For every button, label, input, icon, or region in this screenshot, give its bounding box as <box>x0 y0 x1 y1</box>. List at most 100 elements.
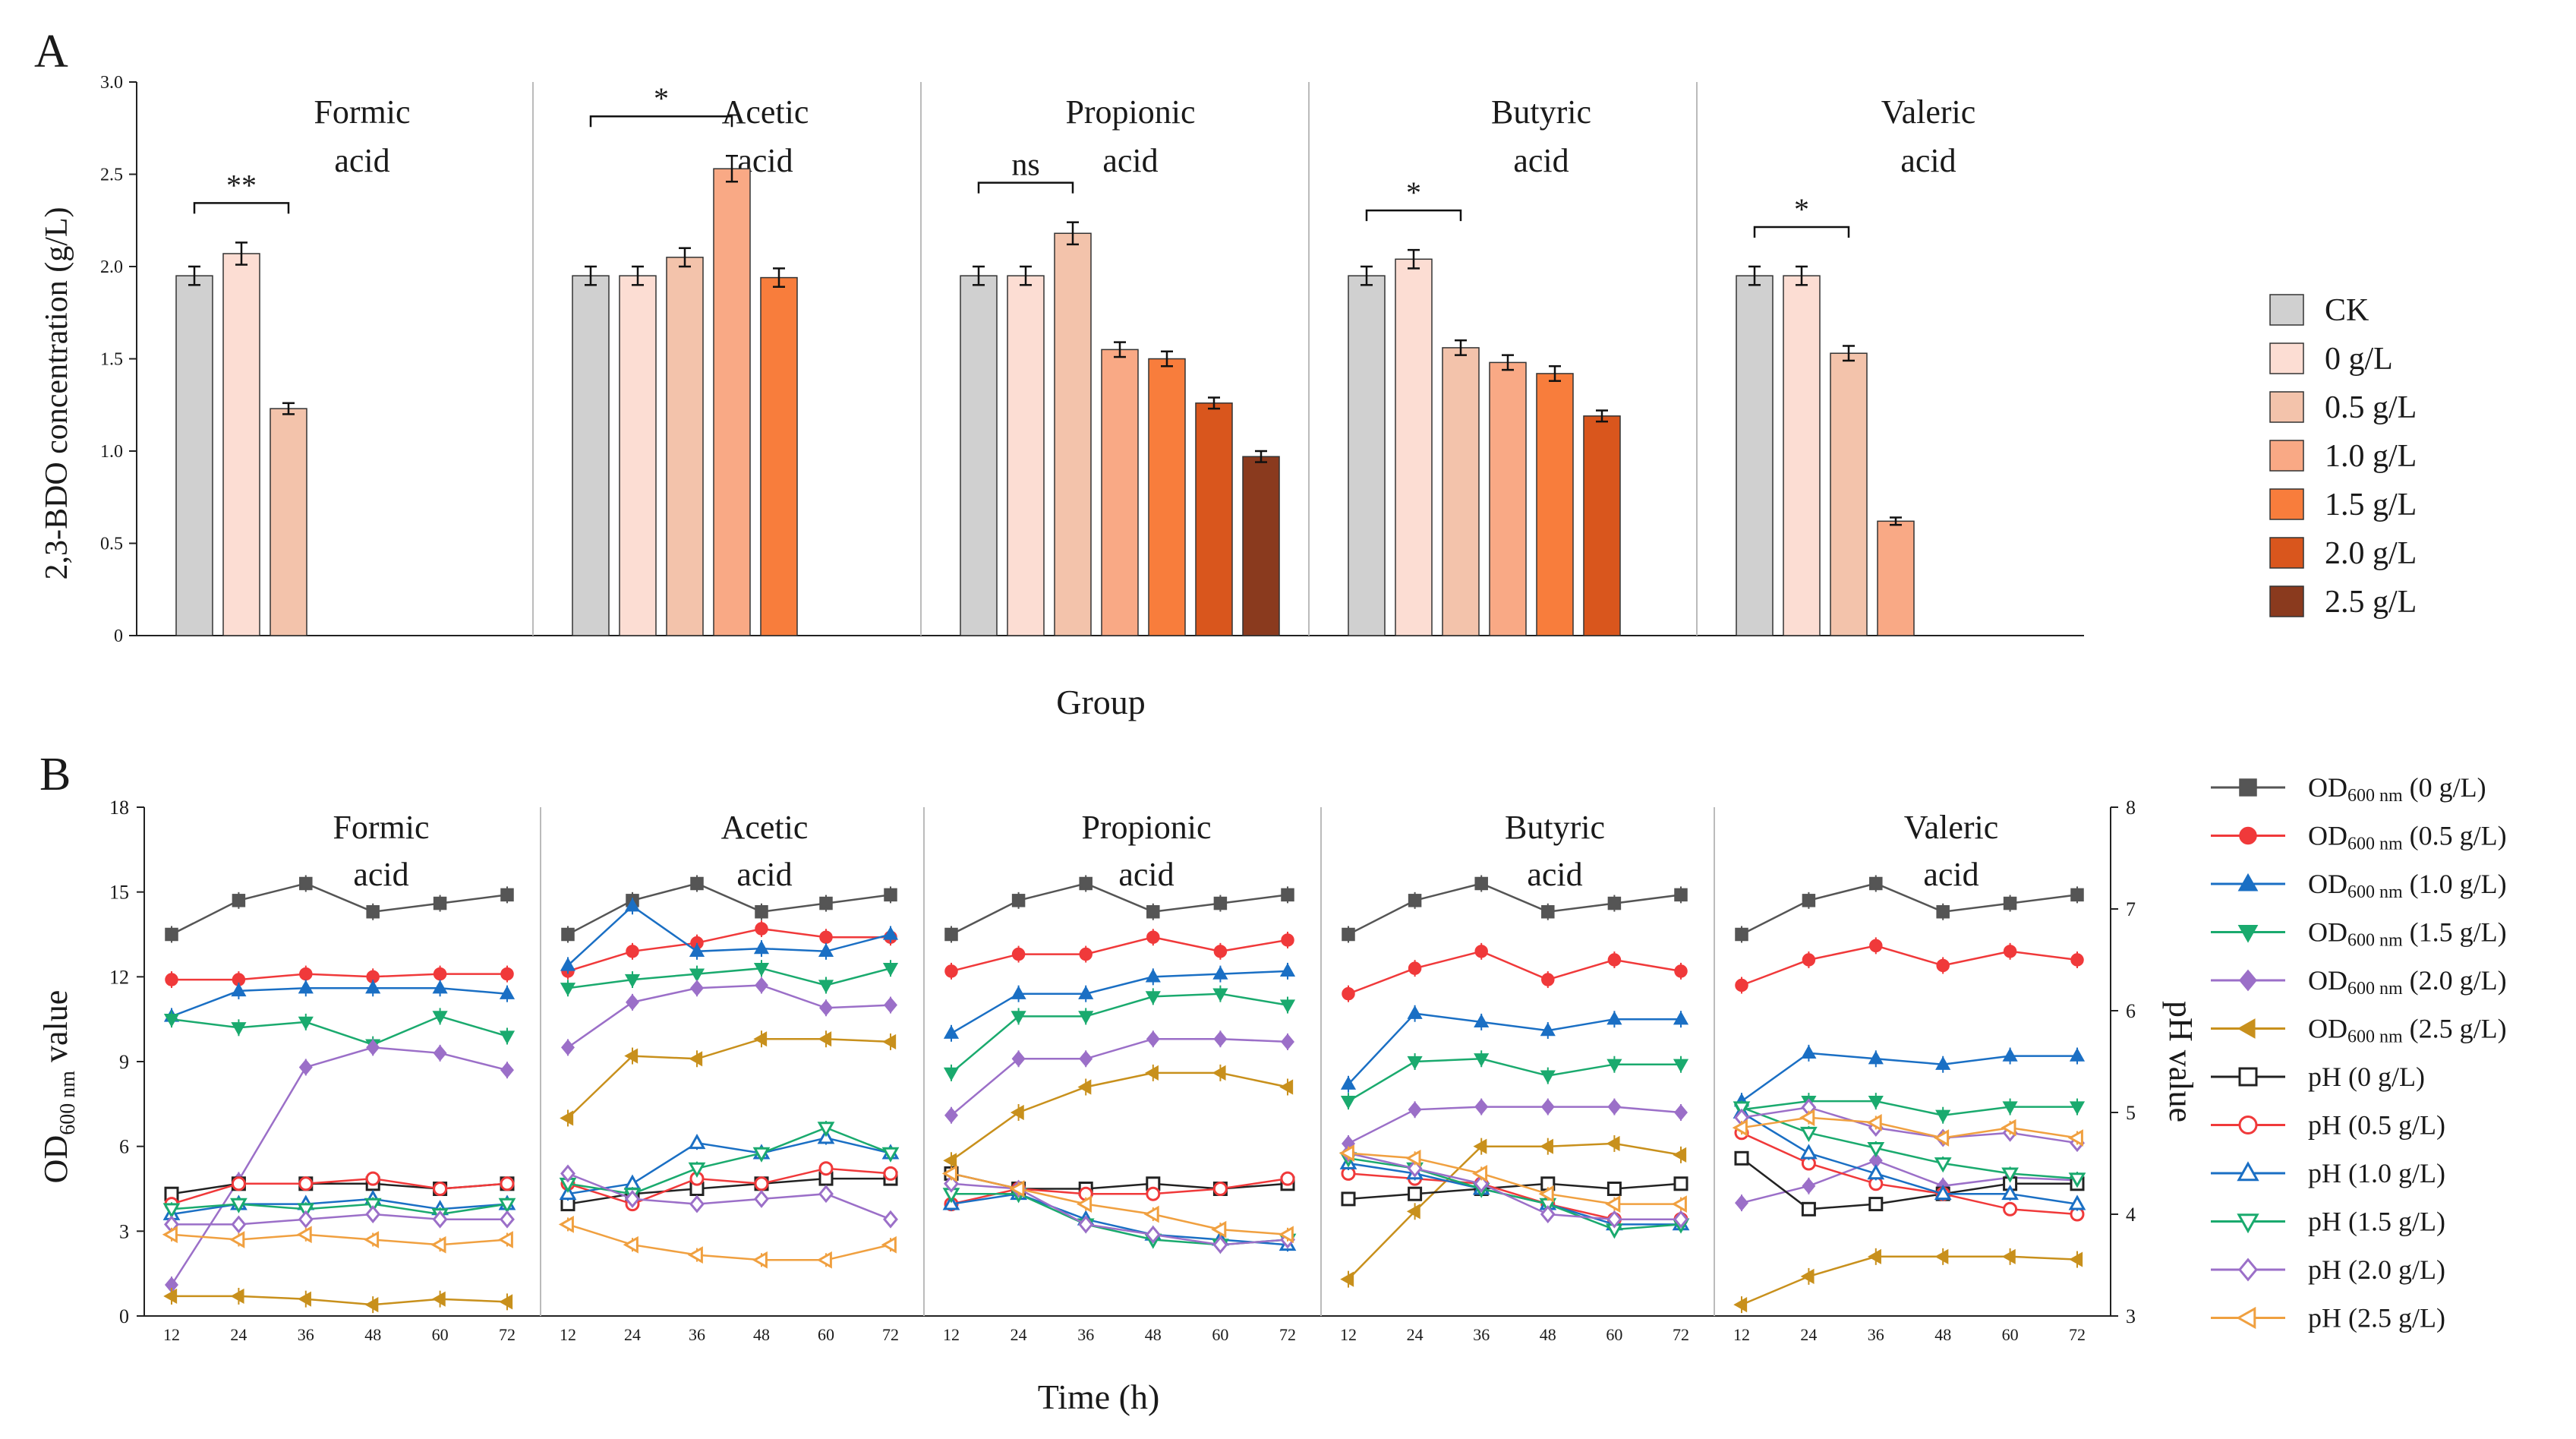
data-point <box>1935 1109 1951 1124</box>
data-point <box>883 1166 898 1181</box>
data-point <box>1011 947 1026 961</box>
legend-b-marker <box>2236 1306 2256 1330</box>
series-line <box>951 1037 1288 1116</box>
legend-b-label-rest: (0 g/L) <box>2341 1062 2425 1092</box>
series-line <box>567 1126 891 1195</box>
data-point <box>1734 1150 1749 1166</box>
series-line <box>567 1137 891 1195</box>
data-point <box>2003 896 2017 910</box>
data-point <box>1606 1210 1622 1229</box>
data-point <box>2069 1047 2086 1062</box>
series-line <box>1348 1058 1681 1103</box>
panel-b-y2-tick-label: 3 <box>2126 1305 2136 1327</box>
legend-a-swatch <box>2269 391 2304 423</box>
data-point <box>1341 1191 1356 1207</box>
data-point <box>1011 1011 1026 1025</box>
data-point <box>1673 1176 1688 1191</box>
significance-bracket <box>1753 226 1850 238</box>
legend-b-label-rest: (0.5 g/L) <box>2403 821 2507 851</box>
data-point <box>1735 1194 1748 1211</box>
bar <box>960 275 998 636</box>
data-point <box>1474 1014 1490 1028</box>
data-point <box>1540 1205 1556 1223</box>
data-point <box>1280 1171 1295 1186</box>
legend-a-label: 1.0 g/L <box>2325 439 2417 474</box>
panel-b-y-label-main: OD <box>37 1135 74 1184</box>
data-point <box>1474 1053 1490 1068</box>
data-point <box>1212 1182 1228 1196</box>
data-point <box>1673 1011 1689 1025</box>
series-line <box>1741 1159 2078 1204</box>
panel-b-x-tick-label: 24 <box>1011 1325 1027 1344</box>
panel-b-x-tick-label: 48 <box>364 1325 381 1344</box>
panel-b-y-label-rest: value <box>37 990 74 1071</box>
series-line <box>1348 1106 1682 1145</box>
panel-b-group-label: Formic <box>333 809 429 846</box>
data-point <box>755 977 768 994</box>
data-point <box>2068 1172 2086 1188</box>
data-point <box>817 1122 835 1138</box>
series-line <box>567 1172 891 1220</box>
legend-b-marker <box>2238 1067 2258 1087</box>
panel-b-y-tick-label: 12 <box>109 966 129 988</box>
legend-a-swatch <box>2269 342 2304 374</box>
panel-b-y-label: OD600 nm value <box>37 990 80 1184</box>
significance-label: ** <box>226 168 257 202</box>
data-point <box>2069 1101 2086 1116</box>
bar <box>1242 456 1280 636</box>
series-line <box>567 967 891 989</box>
data-point <box>365 1205 381 1223</box>
legend-a-swatch <box>2269 440 2304 472</box>
data-point <box>1281 1033 1294 1050</box>
data-point <box>1867 1142 1885 1158</box>
bar <box>270 408 307 636</box>
panel-b-y-tick-label: 3 <box>119 1220 129 1242</box>
legend-b-marker <box>2237 1018 2256 1039</box>
data-point <box>1607 1098 1622 1116</box>
series-line <box>1741 1116 2078 1139</box>
data-point <box>1868 1248 1881 1264</box>
data-point <box>2003 1201 2018 1217</box>
data-point <box>560 1164 575 1183</box>
data-point <box>1076 1195 1093 1213</box>
series-line <box>1741 882 2078 936</box>
data-point <box>298 1059 313 1076</box>
data-point <box>1077 1079 1092 1095</box>
data-point <box>1540 1098 1555 1116</box>
data-point <box>881 1147 900 1163</box>
data-point <box>1934 1157 1952 1173</box>
series-line <box>171 986 508 1018</box>
panel-b-x-tick-label: 12 <box>560 1325 576 1344</box>
panel-b-y-tick-label: 15 <box>109 882 129 904</box>
data-point <box>1733 1101 1751 1117</box>
data-point <box>499 1030 516 1045</box>
bar <box>1148 358 1186 636</box>
data-point <box>753 963 770 977</box>
data-point <box>1212 1065 1226 1081</box>
data-point <box>231 1176 246 1191</box>
data-point <box>500 967 514 981</box>
data-point <box>944 927 958 942</box>
data-point <box>944 1106 958 1124</box>
legend-a-label: CK <box>2325 293 2369 328</box>
data-point <box>1869 876 1883 891</box>
panel-b-x-label: Time (h) <box>1038 1377 1160 1416</box>
data-point <box>755 904 768 919</box>
data-point <box>1406 1204 1420 1220</box>
panel-a-y-tick-label: 1.5 <box>100 350 123 370</box>
data-point <box>1606 1011 1622 1025</box>
series-line <box>1741 1131 2078 1216</box>
panel-b: B OD600 nm value pH value Time (h) 03691… <box>37 749 2199 1416</box>
data-point <box>165 973 178 986</box>
legend-b-label-rest: (1.5 g/L) <box>2341 1207 2445 1237</box>
data-point <box>2002 1101 2018 1116</box>
data-point <box>1408 894 1422 907</box>
data-point <box>943 1067 960 1081</box>
data-point <box>1935 1056 1951 1070</box>
data-point <box>1211 1220 1227 1239</box>
legend-b: OD600 nm (0 g/L)OD600 nm (0.5 g/L)OD600 … <box>2211 772 2507 1333</box>
series-line <box>1741 945 2078 986</box>
panel-b-y-tick-label: 9 <box>119 1051 129 1073</box>
panel-a-group-label-2: acid <box>334 142 389 179</box>
series-line <box>567 1037 891 1119</box>
